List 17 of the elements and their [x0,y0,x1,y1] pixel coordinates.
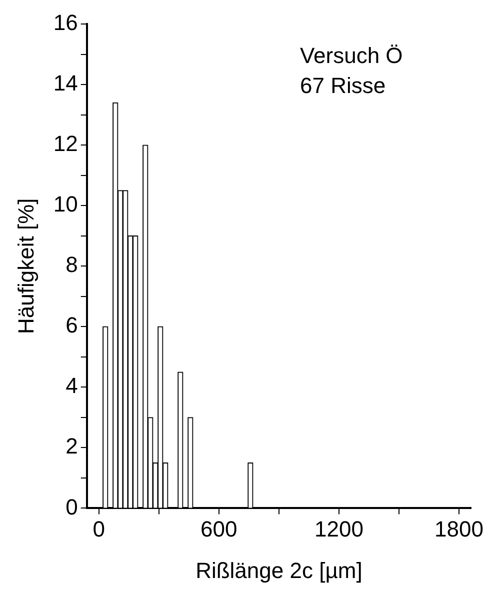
y-tick-label: 2 [66,434,78,459]
y-tick-label: 12 [53,131,78,156]
x-tick-label: 600 [200,516,238,542]
x-tick-label: 1800 [434,516,484,542]
x-axis-title: Rißlänge 2c [µm] [196,558,362,583]
y-tick-label: 8 [66,252,78,278]
annotation: Versuch Ö [300,43,403,68]
annotation: 67 Risse [300,73,386,98]
y-tick-label: 0 [66,494,78,520]
y-tick-label: 6 [66,312,78,338]
x-tick-label: 1200 [314,516,364,542]
y-tick-label: 14 [53,70,78,96]
y-tick-label: 10 [53,192,78,217]
y-axis-title: Häufigkeit [%] [13,198,38,334]
x-tick-label: 0 [92,516,105,542]
y-tick-label: 16 [53,10,78,36]
y-tick-label: 4 [66,373,78,398]
